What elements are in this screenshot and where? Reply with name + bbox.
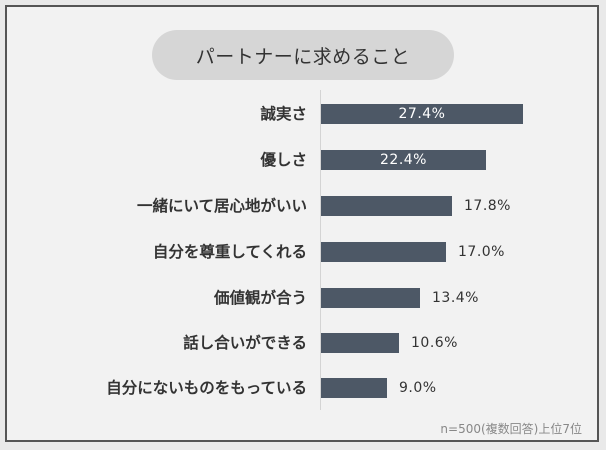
- footnote: n=500(複数回答)上位7位: [440, 422, 582, 436]
- category-label: 誠実さ: [260, 105, 307, 123]
- bar: 22.4%: [321, 150, 486, 170]
- value-label: 22.4%: [380, 152, 427, 168]
- bar: [321, 333, 399, 353]
- bar-row: 優しさ 22.4%: [0, 150, 606, 170]
- value-label: 17.8%: [464, 198, 511, 214]
- bar-row: 自分にないものをもっている 9.0%: [0, 378, 606, 398]
- bar: [321, 288, 420, 308]
- bar: [321, 242, 446, 262]
- value-label: 17.0%: [458, 244, 505, 260]
- value-label: 9.0%: [399, 380, 437, 396]
- bar-row: 一緒にいて居心地がいい 17.8%: [0, 196, 606, 216]
- value-label: 10.6%: [411, 335, 458, 351]
- category-label: 価値観が合う: [213, 289, 307, 307]
- bar-row: 誠実さ 27.4%: [0, 104, 606, 124]
- value-label: 27.4%: [398, 106, 446, 122]
- category-label: 話し合いができる: [183, 334, 307, 352]
- y-axis-line: [320, 90, 321, 410]
- category-label: 自分にないものをもっている: [106, 379, 307, 397]
- category-label: 優しさ: [260, 151, 307, 169]
- bar-row: 価値観が合う 13.4%: [0, 288, 606, 308]
- value-label: 13.4%: [432, 290, 479, 306]
- bar: 27.4%: [321, 104, 523, 124]
- chart-title: パートナーに求めること: [152, 30, 454, 80]
- bar: [321, 378, 387, 398]
- bar: [321, 196, 452, 216]
- bar-row: 自分を尊重してくれる 17.0%: [0, 242, 606, 262]
- bar-row: 話し合いができる 10.6%: [0, 333, 606, 353]
- category-label: 一緒にいて居心地がいい: [136, 197, 307, 215]
- category-label: 自分を尊重してくれる: [152, 243, 307, 261]
